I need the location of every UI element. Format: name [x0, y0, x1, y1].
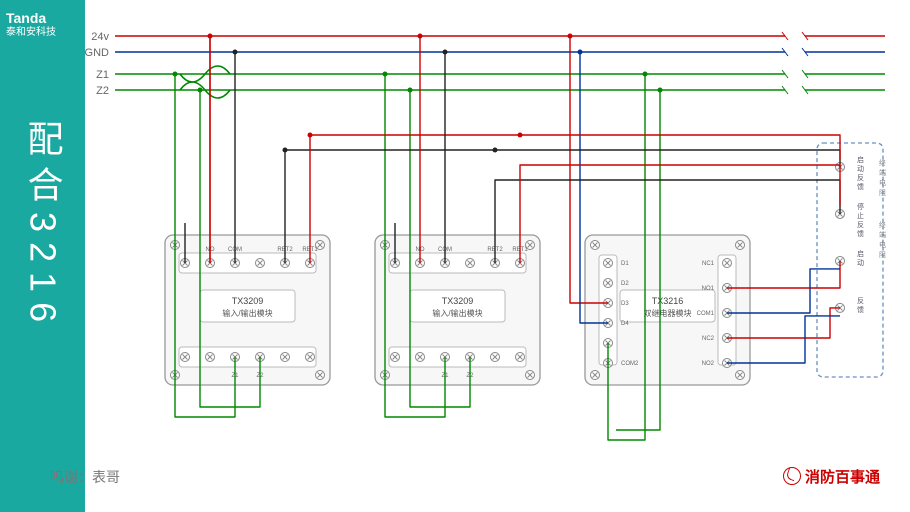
side-title: 配合3216: [17, 120, 69, 332]
svg-text:NC1: NC1: [702, 261, 715, 267]
svg-text:D1: D1: [621, 261, 629, 267]
svg-text:D3: D3: [621, 301, 629, 307]
svg-text:TX3216: TX3216: [652, 296, 684, 306]
svg-text:反: 反: [857, 220, 864, 229]
svg-text:COM1: COM1: [697, 311, 715, 317]
svg-text:GND: GND: [85, 47, 109, 59]
svg-text:输入/输出模块: 输入/输出模块: [432, 308, 482, 318]
svg-text:TX3209: TX3209: [442, 296, 474, 306]
svg-text:24v: 24v: [91, 31, 109, 43]
svg-text:止: 止: [857, 211, 864, 220]
svg-text:COM2: COM2: [621, 361, 639, 367]
svg-text:NO2: NO2: [702, 361, 715, 367]
svg-text:馈: 馈: [857, 229, 864, 238]
svg-text:动: 动: [857, 164, 864, 173]
brand: 消防百事通: [783, 466, 880, 487]
svg-text:动: 动: [857, 258, 864, 267]
svg-text:馈: 馈: [857, 182, 864, 191]
svg-text:端: 端: [879, 230, 886, 239]
svg-text:反: 反: [857, 296, 864, 305]
diagram-canvas: 24vGNDZ1Z2TX3209输入/输出模块NOCOMRET2RET1Z1Z2…: [85, 0, 910, 512]
svg-text:停: 停: [857, 202, 864, 211]
brand-text: 消防百事通: [805, 469, 880, 486]
svg-text:D2: D2: [621, 281, 629, 287]
svg-text:阻: 阻: [879, 188, 886, 197]
svg-text:终: 终: [879, 158, 886, 167]
svg-text:输入/输出模块: 输入/输出模块: [222, 308, 272, 318]
svg-text:端: 端: [879, 168, 886, 177]
svg-text:Z2: Z2: [96, 85, 109, 97]
svg-text:阻: 阻: [879, 250, 886, 259]
svg-text:D4: D4: [621, 321, 629, 327]
svg-text:TX3209: TX3209: [232, 296, 264, 306]
logo-cn: 泰和安科技: [6, 27, 56, 39]
logo-en: Tanda: [6, 10, 46, 26]
brand-icon: [783, 467, 801, 485]
svg-text:NO1: NO1: [702, 286, 715, 292]
svg-text:Z1: Z1: [96, 69, 109, 81]
svg-text:启: 启: [857, 249, 864, 258]
credit-text: 鸣谢：表哥: [50, 467, 120, 487]
svg-text:双继电器模块: 双继电器模块: [644, 308, 692, 318]
svg-text:电: 电: [879, 240, 886, 249]
svg-text:馈: 馈: [857, 305, 864, 314]
svg-text:启: 启: [857, 155, 864, 164]
sidebar: Tanda 泰和安科技 配合3216: [0, 0, 85, 512]
logo: Tanda 泰和安科技: [6, 10, 56, 39]
svg-text:电: 电: [879, 178, 886, 187]
svg-text:NC2: NC2: [702, 336, 715, 342]
svg-text:反: 反: [857, 173, 864, 182]
svg-text:终: 终: [879, 220, 886, 229]
